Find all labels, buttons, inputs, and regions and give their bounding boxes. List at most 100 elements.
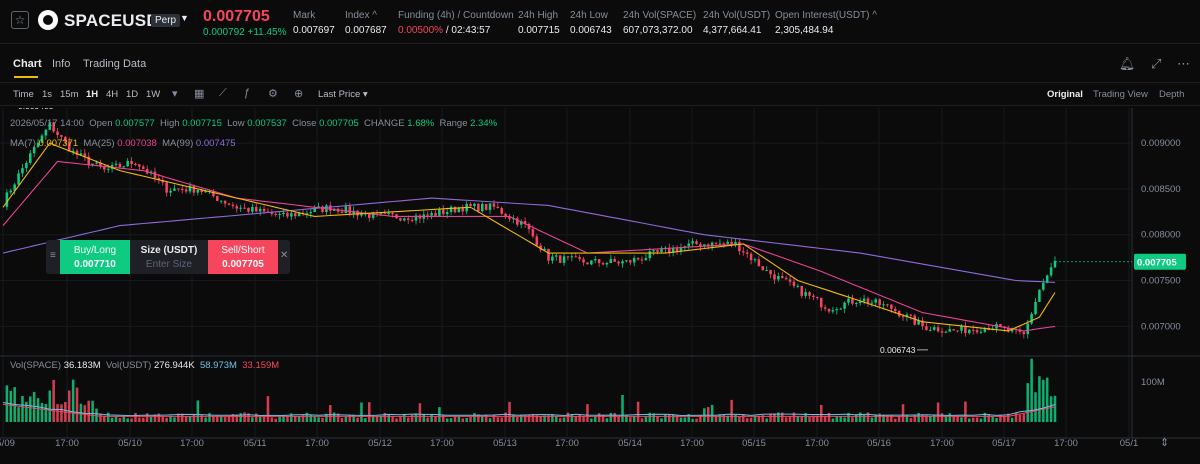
candle-body [64, 136, 67, 142]
line-chart-icon[interactable]: ⟋ [219, 87, 227, 99]
candle-body [773, 274, 776, 280]
interval-time[interactable]: Time [13, 89, 34, 100]
stat-index[interactable]: Index ^ 0.007687 [345, 10, 387, 36]
volume-bar [964, 401, 967, 422]
volume-bar [796, 416, 800, 422]
candle-body [13, 184, 16, 191]
candle-body [477, 203, 480, 212]
interval-1d[interactable]: 1D [126, 89, 139, 100]
candle-body [414, 215, 418, 221]
tab-chart[interactable]: Chart [13, 58, 42, 70]
candle-body [56, 131, 59, 136]
candle-body [843, 302, 846, 309]
volume-bar [332, 412, 336, 422]
settings-icon[interactable]: ⚙ [268, 88, 278, 100]
volume-bar [254, 413, 258, 422]
x-tick-label: 17:00 [555, 438, 579, 449]
candle-body [157, 178, 161, 181]
price-type-select[interactable]: Last Price ▾ [318, 89, 368, 100]
calendar-icon[interactable]: ▦ [194, 88, 205, 100]
candle-body [936, 327, 940, 332]
volume-bar [699, 414, 702, 422]
interval-4h[interactable]: 4H [106, 89, 119, 100]
symbol-name[interactable]: SPACEUSDT [64, 11, 170, 30]
candle-body [270, 212, 274, 215]
candle-body [418, 215, 422, 219]
x-tick-label: 17:00 [55, 438, 79, 449]
volume-bar [457, 416, 461, 422]
stat-mark: Mark 0.007697 [293, 10, 335, 36]
volume-bar [379, 416, 383, 422]
volume-bar [196, 400, 200, 422]
more-icon[interactable]: ⋯ [1177, 56, 1190, 71]
volume-bar [410, 415, 414, 422]
volume-bar [145, 413, 149, 422]
volume-bar [169, 415, 172, 422]
volume-bar [1006, 413, 1010, 422]
candle-body [406, 218, 410, 220]
tab-trading-data[interactable]: Trading Data [83, 58, 147, 70]
interval-1h[interactable]: 1H [86, 89, 99, 100]
buy-long-button[interactable]: Buy/Long 0.007710 [60, 240, 130, 274]
chart-toolbar: Time 1s 15m 1H 4H 1D 1W ▾ ▦ ⟋ ƒ ⚙ ⊕ Last… [0, 82, 1200, 106]
volume-bar [714, 416, 718, 422]
candle-body [399, 218, 402, 221]
view-original[interactable]: Original [1047, 89, 1083, 100]
interval-1s[interactable]: 1s [42, 89, 53, 100]
candle-body [964, 325, 967, 334]
volume-bar [512, 414, 515, 422]
tab-info[interactable]: Info [52, 58, 71, 70]
x-tick-label: 17:00 [680, 438, 704, 449]
indicators-icon[interactable]: ƒ [244, 87, 251, 99]
volume-bar [247, 413, 250, 422]
volume-bar [95, 408, 98, 422]
volume-bar [597, 413, 601, 422]
volume-bar [547, 415, 550, 422]
candle-body [574, 256, 578, 258]
candle-body [180, 188, 184, 190]
stat-24h-vol-usdt: 24h Vol(USDT) 4,377,664.41 [703, 10, 771, 36]
alert-bell-icon[interactable]: 🔔︎ [1118, 56, 1136, 71]
candle-body [956, 330, 959, 332]
quick-order-panel: ≡ Buy/Long 0.007710 Size (USDT) Enter Size… [46, 240, 290, 274]
stat-open-interest[interactable]: Open Interest(USDT) ^ 2,305,484.94 [775, 10, 877, 36]
volume-bar [367, 402, 371, 422]
favorite-star-icon[interactable]: ☆ [11, 11, 29, 29]
candle-body [979, 331, 983, 333]
candle-body [983, 327, 987, 332]
candle-body [391, 213, 394, 215]
close-panel-icon[interactable]: ✕ [280, 250, 289, 261]
volume-bar [539, 416, 542, 422]
candle-body [730, 241, 733, 246]
volume-bar [453, 416, 457, 422]
volume-bar [710, 404, 714, 422]
candle-body [761, 266, 765, 271]
candle-body [929, 329, 932, 331]
crosshair-icon[interactable]: ⊕ [294, 88, 304, 100]
volume-bar [940, 413, 944, 422]
interval-dropdown-icon[interactable]: ▾ [172, 88, 178, 100]
candle-body [921, 320, 924, 327]
interval-1w[interactable]: 1W [146, 89, 161, 100]
volume-bar [632, 416, 636, 422]
view-trading-view[interactable]: Trading View [1093, 89, 1148, 100]
candle-body [383, 213, 387, 215]
volume-bar [952, 416, 955, 422]
view-depth[interactable]: Depth [1159, 89, 1185, 100]
volume-bar [843, 417, 846, 422]
volume-bar [329, 405, 332, 422]
volume-bar [434, 416, 437, 422]
candle-body [430, 213, 433, 216]
volume-bar [893, 418, 897, 422]
drag-handle-icon[interactable]: ≡ [50, 250, 56, 261]
price-chart[interactable]: 0.009000 0.008500 0.008000 0.007500 0.007000… [0, 108, 1200, 464]
size-input[interactable]: Size (USDT) Enter Size [140, 245, 198, 270]
symbol-dropdown-icon[interactable]: ▼ [180, 13, 189, 23]
volume-bar [722, 414, 726, 422]
x-tick-label: 05/10 [118, 438, 142, 449]
interval-15m[interactable]: 15m [60, 89, 79, 100]
volume-bar [430, 414, 433, 422]
expand-icon[interactable]: ⤢ [1150, 56, 1162, 71]
candle-body [29, 153, 32, 163]
sell-short-button[interactable]: Sell/Short 0.007705 [208, 240, 278, 274]
